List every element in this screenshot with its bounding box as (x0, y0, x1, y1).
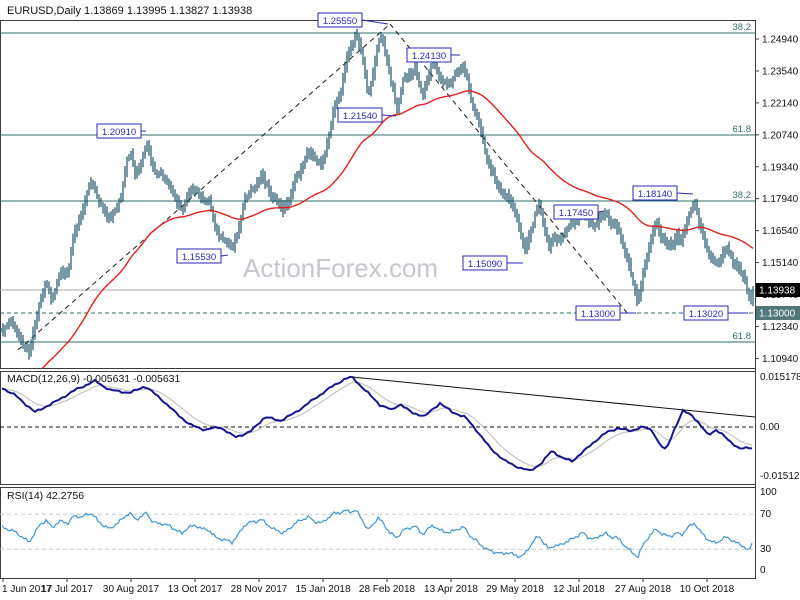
x-axis-label: 15 Jan 2018 (295, 584, 350, 595)
current-price-badge-text: 1.13938 (759, 286, 796, 297)
price-callout: 1.18140 (632, 185, 694, 201)
macd-line (1, 375, 753, 472)
callout-connector (361, 19, 389, 25)
trendline (17, 23, 391, 351)
rsi-axis-label: 30 (760, 544, 772, 555)
price-callout: 1.17450 (553, 204, 605, 220)
fib-level-label: 38.2 (733, 22, 752, 33)
callout-connector (597, 210, 605, 213)
main-panel-overlay: 38.2 61.8 38.2 61.8 1.25550 1.24130 1.21540 1.2… (96, 12, 752, 342)
x-axis-label: 13 Oct 2017 (168, 584, 223, 595)
callout-box (553, 204, 599, 220)
price-callout: 1.21540 (337, 107, 397, 123)
callout-box (317, 12, 363, 28)
y-axis-tick-label: 1.20740 (762, 130, 799, 141)
price-callout: 1.25550 (317, 12, 389, 28)
callout-text: 1.20910 (102, 127, 136, 138)
y-axis-tick-label: 1.22140 (762, 98, 799, 109)
x-axis-label: 28 Nov 2017 (231, 584, 288, 595)
rsi-panel (0, 509, 755, 559)
fib-level-label: 61.8 (733, 124, 752, 135)
x-axis-label: 12 Jul 2018 (553, 584, 605, 595)
macd-axis-label: 0.015178 (760, 372, 800, 383)
callout-connector (676, 192, 694, 195)
y-axis-tick-label: 1.15140 (762, 258, 799, 269)
y-axis-tick-label: 1.24940 (762, 35, 799, 46)
macd-panel-border (0, 371, 756, 485)
callout-text: 1.15530 (182, 252, 216, 263)
x-axis-label: 17 Jul 2017 (41, 584, 93, 595)
callout-text: 1.24130 (412, 51, 446, 62)
chart-title: EURUSD,Daily 1.13869 1.13995 1.13827 1.1… (7, 5, 252, 17)
price-callout: 1.15090 (462, 255, 523, 271)
callout-box (575, 305, 621, 321)
callout-connector (220, 254, 229, 257)
macd-axis-label: -0.015126 (760, 471, 800, 482)
y-axis-tick-label: 1.16540 (762, 226, 799, 237)
x-axis-label: 13 Apr 2018 (424, 584, 478, 595)
callout-box (96, 123, 142, 139)
rsi-axis-label: 0 (760, 565, 766, 576)
callout-box (406, 47, 452, 63)
moving-average-line (41, 90, 754, 368)
watermark: ActionForex.com (243, 253, 438, 283)
callout-box (462, 255, 508, 271)
y-axis-tick-label: 1.12340 (762, 322, 799, 333)
panel-borders (0, 20, 756, 579)
price-callout: 1.24130 (406, 47, 460, 63)
macd-signal-line (1, 381, 753, 467)
support-price-badge-text: 1.13000 (759, 309, 796, 320)
x-axis-label: 28 Feb 2018 (359, 584, 416, 595)
callout-box (683, 305, 729, 321)
fib-level-label: 38.2 (733, 190, 752, 201)
rsi-axis-label: 70 (760, 509, 772, 520)
callout-text: 1.13020 (689, 309, 723, 320)
y-axis-tick-label: 1.17940 (762, 194, 799, 205)
callout-text: 1.13000 (581, 309, 615, 320)
current-price-badge: 1.13938 (756, 283, 800, 297)
axes: 1.24940 1.23540 1.22140 1.20740 1.19340 1.179… (2, 35, 800, 595)
callout-text: 1.17450 (559, 208, 593, 219)
macd-trendline (351, 376, 756, 418)
rsi-axis-label: 100 (760, 487, 777, 498)
x-axis-label: 27 Aug 2018 (615, 584, 672, 595)
x-axis-label: 30 Aug 2017 (103, 584, 160, 595)
x-axis-label: 1 Jun 2017 (2, 584, 52, 595)
callout-text: 1.18140 (638, 189, 672, 200)
price-callout: 1.13000 (575, 305, 636, 321)
main-panel (0, 23, 755, 368)
macd-panel (0, 375, 756, 472)
x-axis-label: 10 Oct 2018 (680, 584, 735, 595)
y-axis-tick-label: 1.23540 (762, 66, 799, 77)
rsi-title: RSI(14) 42.2756 (7, 490, 84, 502)
rsi-panel-border (0, 487, 756, 579)
x-axis-label: 29 May 2018 (486, 584, 544, 595)
price-callout: 1.20910 (96, 123, 146, 139)
y-axis-tick-label: 1.19340 (762, 162, 799, 173)
callout-text: 1.15090 (468, 259, 502, 270)
current-price-badge-box (756, 283, 800, 297)
rsi-line (1, 509, 753, 559)
macd-title: MACD(12,26,9) -0.005631 -0.005631 (7, 373, 181, 385)
price-callout: 1.13020 (683, 305, 748, 321)
callout-text: 1.25550 (323, 16, 357, 27)
callout-box (632, 185, 678, 201)
callout-text: 1.21540 (343, 111, 377, 122)
price-callout: 1.15530 (176, 248, 229, 264)
callout-box (176, 248, 222, 264)
macd-axis-label: 0.00 (760, 422, 780, 433)
fib-level-label: 61.8 (733, 331, 752, 342)
y-axis-tick-label: 1.10940 (762, 354, 799, 365)
callout-connector (381, 114, 397, 117)
callout-box (337, 107, 383, 123)
support-price-badge: 1.13000 (756, 306, 800, 320)
support-price-badge-box (756, 306, 800, 320)
